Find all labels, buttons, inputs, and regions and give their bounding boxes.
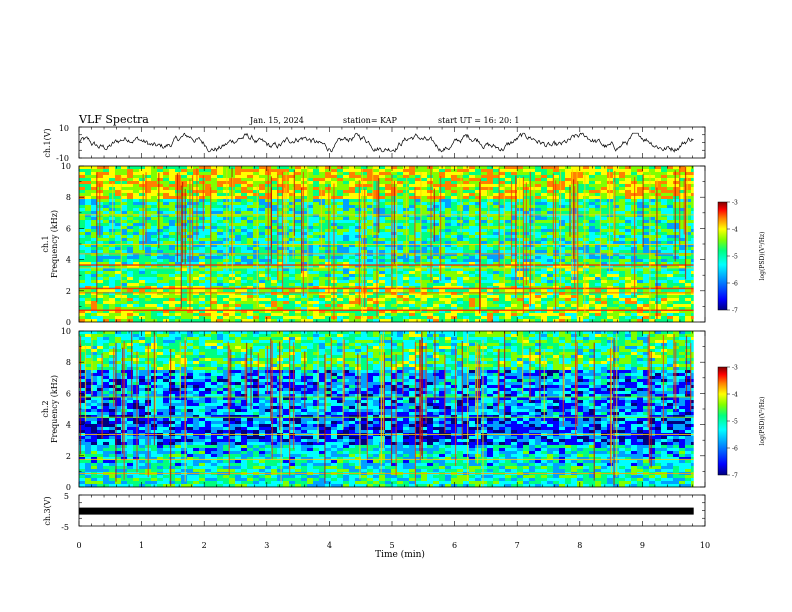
time-tick-label: 3 — [264, 541, 269, 550]
frequency-tick-label: 4 — [66, 421, 71, 430]
time-tick-label: 10 — [700, 541, 710, 550]
ch1-colorbar-label: log(PSD)(V²/Hz) — [759, 232, 766, 281]
time-tick-label: 7 — [515, 541, 520, 550]
ch2-colorbar-label: log(PSD)(V²/Hz) — [759, 397, 766, 446]
ch1-waveform-line — [78, 132, 694, 153]
time-tick-label: 6 — [452, 541, 457, 550]
time-tick-label: 9 — [640, 541, 645, 550]
frequency-tick-label: 6 — [66, 389, 71, 398]
ch1-waveform-panel: 10 -10 ch.1(V) — [43, 124, 706, 163]
colorbar-tick-label: -3 — [732, 200, 738, 207]
ch3-panel: 5 -5 ch.3(V) — [43, 492, 706, 532]
ch1-spectrogram-image — [79, 166, 705, 323]
frequency-tick-label: 8 — [66, 358, 71, 367]
colorbar-tick-label: -3 — [732, 365, 738, 372]
time-tick-label: 0 — [76, 541, 81, 550]
colorbar-tick-label: -7 — [732, 473, 738, 480]
ch1-colorbar: -3 -4 -5 -6 -7 log(PSD)(V²/Hz) — [717, 200, 766, 315]
ch2-spectrogram-panel: ch.2 Frequency (kHz) — [41, 330, 706, 488]
time-tick-label: 8 — [577, 541, 582, 550]
time-tick-label: 2 — [202, 541, 207, 550]
ch3-ytick-top: 5 — [64, 492, 69, 501]
date-label: Jan. 15, 2024 — [249, 116, 304, 125]
start-time-label: start UT = 16: 20: 1 — [438, 116, 519, 125]
ch3-ytick-bottom: -5 — [61, 523, 69, 532]
ch1-ytick-bottom: -10 — [56, 154, 69, 163]
frequency-tick-label: 4 — [66, 256, 71, 265]
ch2-colorbar: -3 -4 -5 -6 -7 log(PSD)(V²/Hz) — [717, 365, 766, 480]
frequency-tick-label: 2 — [66, 287, 71, 296]
ch2-spectrogram-image — [79, 331, 705, 488]
time-tick-label: 5 — [389, 541, 394, 550]
colorbar-tick-label: -7 — [732, 308, 738, 315]
ch3-signal-band — [79, 507, 694, 515]
figure-title: VLF Spectra — [78, 113, 149, 126]
time-tick-labels: 0 1 2 3 4 5 6 7 8 9 10 — [76, 541, 710, 550]
colorbar-tick-label: -4 — [732, 392, 738, 399]
time-axis-label: Time (min) — [375, 549, 425, 560]
frequency-tick-label: 8 — [66, 193, 71, 202]
colorbar-tick-label: -5 — [732, 419, 738, 426]
frequency-tick-label: 10 — [61, 327, 71, 336]
ch1-ytick-top: 10 — [59, 124, 69, 133]
colorbar-tick-label: -5 — [732, 254, 738, 261]
colorbar-tick-label: -4 — [732, 227, 738, 234]
time-ticks — [78, 127, 706, 526]
ch1-ylabel: ch.1(V) — [43, 128, 52, 157]
ch1-spec-ylabel: Frequency (kHz) — [50, 210, 59, 278]
ch2-spec-ylabel-channel: ch.2 — [41, 400, 50, 417]
frequency-tick-label: 0 — [66, 318, 71, 327]
ch2-spec-ylabel: Frequency (kHz) — [50, 375, 59, 443]
ch1-spectrogram-panel: ch.1 Frequency (kHz) — [41, 165, 706, 323]
colorbar-tick-label: -6 — [732, 446, 738, 453]
ch3-ylabel: ch.3(V) — [43, 496, 52, 525]
frequency-tick-label: 0 — [66, 483, 71, 492]
ch1-spec-ylabel-channel: ch.1 — [41, 235, 50, 252]
frequency-tick-label: 6 — [66, 224, 71, 233]
frequency-tick-label: 10 — [61, 162, 71, 171]
colorbar-tick-label: -6 — [732, 281, 738, 288]
station-label: station= KAP — [343, 116, 398, 125]
time-tick-label: 1 — [139, 541, 144, 550]
frequency-tick-label: 2 — [66, 452, 71, 461]
time-tick-label: 4 — [327, 541, 332, 550]
